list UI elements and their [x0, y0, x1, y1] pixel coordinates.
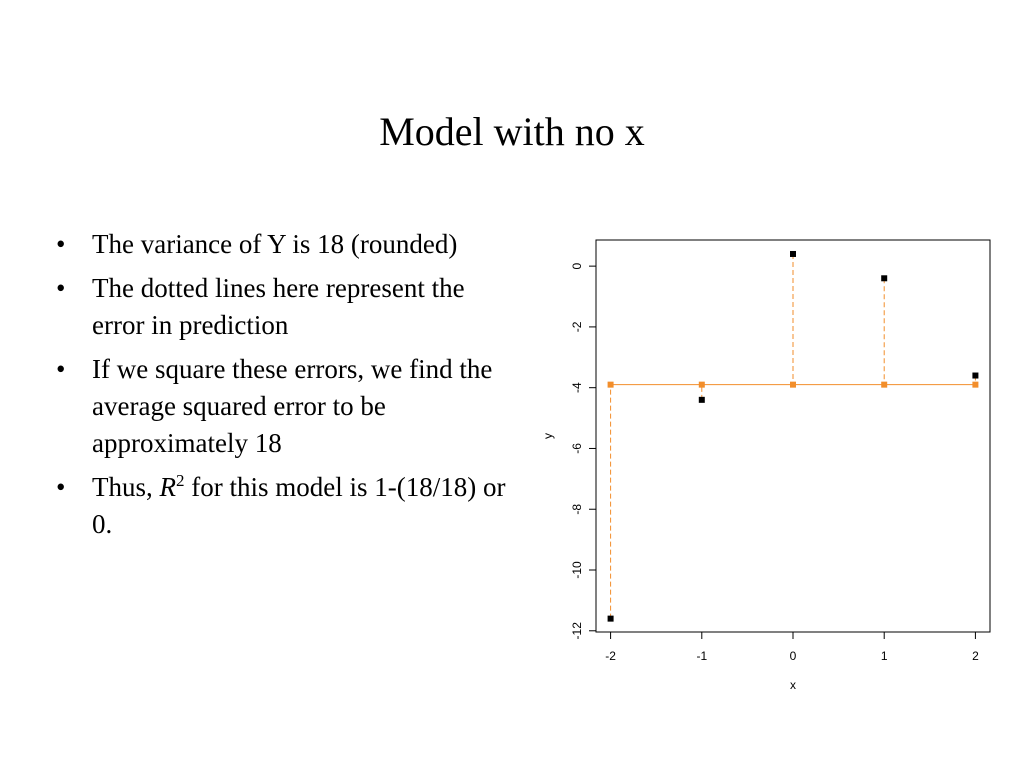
y-tick-label: -2: [570, 321, 584, 332]
fitted-point: [881, 381, 888, 388]
x-tick-label: 1: [881, 649, 888, 663]
x-tick-label: 2: [972, 649, 979, 663]
data-point: [972, 372, 979, 379]
bullet-text: 2: [176, 471, 185, 490]
bullet-text: The variance of Y is 18 (rounded): [92, 229, 458, 259]
data-point: [607, 615, 614, 622]
bullet-text: Thus,: [92, 472, 160, 502]
slide-title: Model with no x: [379, 109, 645, 154]
bullet: The dotted lines here represent the erro…: [56, 270, 506, 344]
bullet-text: The dotted lines here represent the erro…: [92, 273, 465, 340]
data-point: [790, 250, 796, 257]
y-axis-label: y: [541, 433, 555, 439]
fitted-point: [972, 381, 979, 388]
bullet-text: R: [159, 472, 177, 502]
fitted-point: [607, 381, 614, 388]
bullet-text: If we square these errors, we find the a…: [92, 354, 493, 458]
y-tick-label: -6: [570, 443, 584, 454]
y-tick-label: -10: [570, 561, 584, 579]
fitted-point: [698, 381, 705, 388]
fitted-point: [790, 381, 796, 388]
data-point: [698, 396, 705, 403]
bullet-list: The variance of Y is 18 (rounded) The do…: [56, 226, 506, 550]
y-tick-label: -8: [570, 504, 584, 515]
x-tick-label: -1: [696, 649, 707, 663]
x-tick-label: -2: [605, 649, 616, 663]
bullet: The variance of Y is 18 (rounded): [56, 226, 506, 263]
bullet: If we square these errors, we find the a…: [56, 351, 506, 462]
x-axis-label: x: [790, 678, 796, 692]
data-point: [881, 275, 888, 282]
x-tick-label: 0: [790, 649, 797, 663]
y-tick-label: -4: [570, 382, 584, 393]
y-tick-label: 0: [570, 262, 584, 269]
bullet: Thus, R2 for this model is 1-(18/18) or …: [56, 469, 506, 543]
bullet-text: for this model is 1-(18/18) or 0.: [92, 472, 506, 539]
y-tick-label: -12: [570, 622, 584, 640]
